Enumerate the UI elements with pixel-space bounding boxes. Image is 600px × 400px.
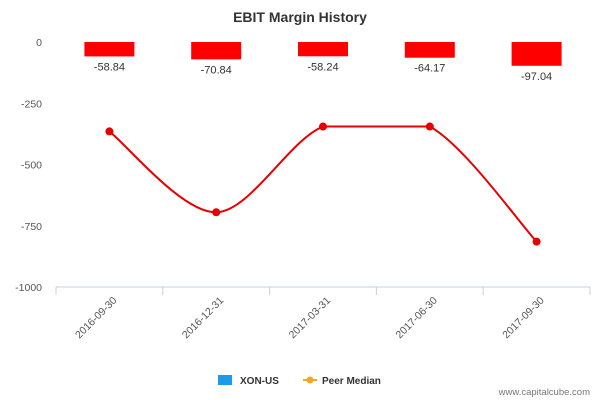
bar[interactable] bbox=[298, 42, 348, 57]
bar-value-label: -70.84 bbox=[201, 64, 232, 76]
y-tick-label: -750 bbox=[21, 221, 42, 233]
y-tick-label: -1000 bbox=[15, 282, 42, 294]
line-point[interactable] bbox=[532, 237, 541, 246]
line-series bbox=[105, 122, 541, 246]
bar[interactable] bbox=[191, 42, 242, 60]
x-tick-label: 2017-06-30 bbox=[393, 295, 440, 342]
bar[interactable] bbox=[404, 42, 455, 58]
chart-title: EBIT Margin History bbox=[233, 9, 367, 25]
line-point[interactable] bbox=[212, 208, 221, 217]
line-point[interactable] bbox=[105, 127, 114, 136]
x-tick-label: 2017-03-31 bbox=[287, 295, 334, 342]
legend-marker-peer-median[interactable] bbox=[306, 376, 314, 384]
bar-value-label: -58.24 bbox=[307, 61, 338, 73]
x-axis: 2016-09-30 2016-12-31 2017-03-31 2017-06-30… bbox=[55, 286, 591, 342]
bar-value-label: -97.04 bbox=[521, 71, 552, 83]
peer-median-line bbox=[108, 125, 538, 243]
y-tick-label: 0 bbox=[36, 37, 42, 49]
line-point[interactable] bbox=[425, 122, 434, 131]
bar-series: -58.84 -70.84 -58.24 -64.17 -97.04 bbox=[84, 42, 562, 83]
x-tick-label: 2016-09-30 bbox=[73, 295, 120, 342]
x-tick-label: 2017-09-30 bbox=[500, 295, 547, 342]
legend-swatch-xon-us[interactable] bbox=[218, 375, 232, 385]
watermark: www.capitalcube.com bbox=[498, 387, 590, 398]
legend: XON-US Peer Median bbox=[218, 375, 381, 387]
bar-value-label: -64.17 bbox=[414, 63, 445, 75]
bar[interactable] bbox=[511, 42, 562, 66]
bar-value-label: -58.84 bbox=[94, 61, 125, 73]
bar[interactable] bbox=[84, 42, 135, 57]
x-tick-label: 2016-12-31 bbox=[180, 295, 227, 342]
line-point[interactable] bbox=[319, 122, 327, 131]
y-tick-label: -500 bbox=[21, 160, 42, 172]
legend-label-xon-us[interactable]: XON-US bbox=[240, 376, 279, 387]
y-tick-label: -250 bbox=[21, 98, 42, 110]
legend-label-peer-median[interactable]: Peer Median bbox=[322, 376, 381, 387]
y-axis: 0 -250 -500 -750 -1000 bbox=[15, 37, 42, 294]
